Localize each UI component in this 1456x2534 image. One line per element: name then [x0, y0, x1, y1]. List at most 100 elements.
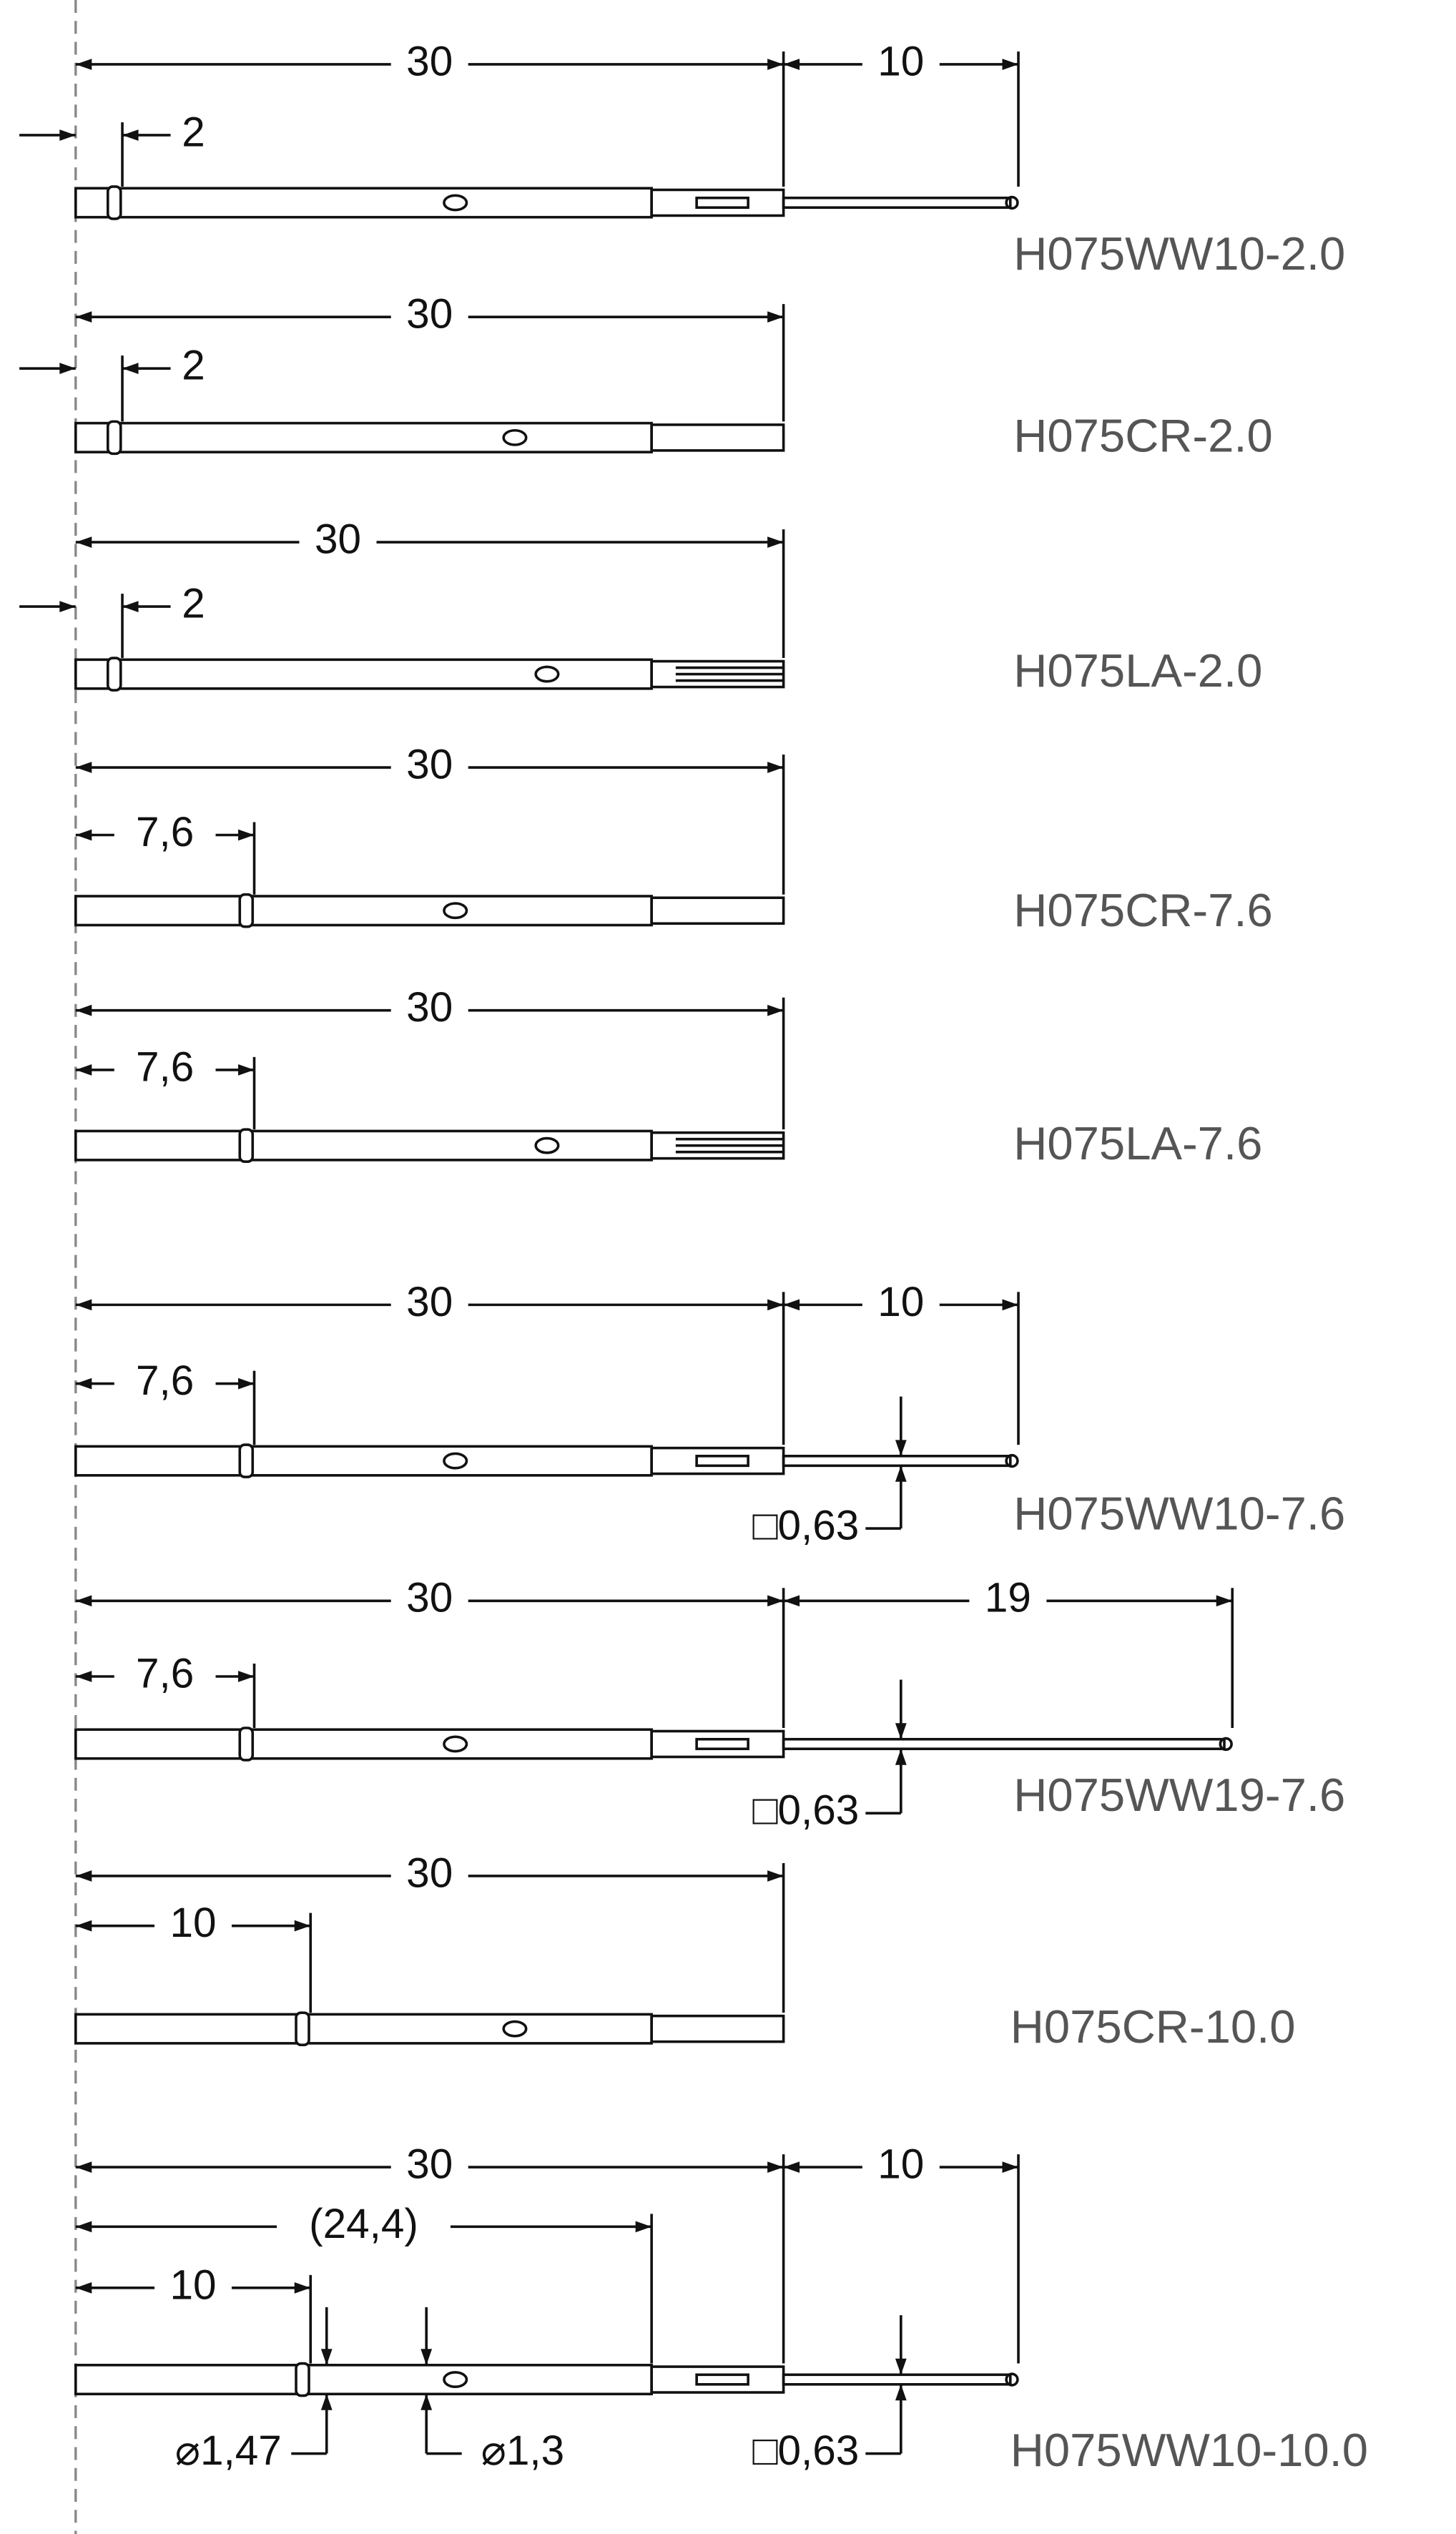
part-number: H075LA-7.6 — [1013, 1117, 1262, 1169]
arrowhead — [75, 1870, 92, 1882]
tail-tip — [1005, 2372, 1019, 2387]
dimension-text: 30 — [406, 2141, 453, 2188]
dimension-gap — [390, 2144, 468, 2190]
collar — [107, 185, 122, 220]
hole — [443, 1735, 468, 1753]
arrowhead — [75, 2282, 92, 2294]
arrowhead — [783, 1299, 800, 1311]
hole — [534, 1136, 560, 1154]
dimension-text: 30 — [406, 741, 453, 787]
dimension-gap — [299, 519, 377, 565]
arrowhead — [75, 1299, 92, 1311]
dimension-text: 30 — [406, 1575, 453, 1621]
arrowhead — [895, 1440, 907, 1456]
dimension-gap — [390, 1578, 468, 1624]
body — [74, 1445, 653, 1477]
wire-wrap-tail — [782, 1455, 1012, 1468]
dimension-gap — [114, 1047, 216, 1093]
front-barrel — [650, 2014, 785, 2043]
dimension-text: □0,63 — [752, 2427, 859, 2474]
dimension-gap — [390, 745, 468, 790]
wire-wrap-tail — [782, 196, 1012, 209]
arrowhead — [59, 363, 76, 375]
dimension-gap — [390, 1853, 468, 1899]
arrowhead — [294, 2282, 311, 2294]
dimension-text: ⌀1,3 — [481, 2427, 564, 2474]
part-number: H075LA-2.0 — [1013, 644, 1262, 697]
collar — [238, 1128, 255, 1163]
dimension-text: □0,63 — [752, 1503, 859, 1549]
body — [74, 187, 653, 219]
dimension-text: 30 — [406, 38, 453, 84]
dimension-text: 7,6 — [136, 1043, 194, 1090]
dimension-text: 10 — [877, 38, 924, 84]
arrowhead — [767, 536, 784, 548]
dimension-text: 30 — [406, 1850, 453, 1896]
body — [74, 1728, 653, 1760]
wire-wrap-tail — [782, 1737, 1226, 1751]
body — [74, 895, 653, 927]
arrowhead — [895, 1723, 907, 1739]
dimension-text: 10 — [877, 1279, 924, 1325]
arrowhead — [75, 311, 92, 323]
arrowhead — [767, 1870, 784, 1882]
dimension-gap — [862, 2144, 940, 2190]
collar — [295, 2362, 310, 2397]
dimension-gap — [154, 1903, 232, 1949]
collar — [238, 1443, 255, 1478]
dimension-text: 7,6 — [136, 1357, 194, 1404]
front-barrel — [650, 2365, 785, 2394]
arrowhead — [75, 1064, 92, 1076]
dimension-gap — [277, 2204, 451, 2249]
arrowhead — [75, 762, 92, 773]
arrowhead — [320, 2394, 333, 2410]
dimension-gap — [114, 1654, 216, 1699]
dimension-text: 10 — [877, 2141, 924, 2188]
dimension-text: 10 — [170, 2262, 217, 2308]
arrowhead — [59, 129, 76, 141]
arrowhead — [75, 59, 92, 70]
slot — [695, 196, 749, 209]
dimension-gap — [114, 1361, 216, 1407]
body — [74, 2364, 653, 2396]
part-number: H075WW19-7.6 — [1013, 1769, 1345, 1821]
arrowhead — [767, 762, 784, 773]
arrowhead — [75, 829, 92, 841]
part-number: H075WW10-7.6 — [1013, 1488, 1345, 1540]
arrowhead — [783, 59, 800, 70]
hole — [443, 902, 468, 920]
dimension-text: (24,4) — [309, 2201, 418, 2247]
arrowhead — [75, 1920, 92, 1932]
arrowhead — [1216, 1595, 1233, 1607]
body — [74, 2013, 653, 2045]
dimension-gap — [390, 1282, 468, 1327]
arrowhead — [895, 2358, 907, 2375]
collar — [107, 657, 122, 692]
arrowhead — [767, 1004, 784, 1016]
dimension-gap — [969, 1578, 1047, 1624]
arrowhead — [122, 601, 139, 612]
arrowhead — [420, 2349, 433, 2365]
arrowhead — [122, 363, 139, 375]
hole — [443, 1452, 468, 1470]
collar — [238, 893, 255, 928]
arrowhead — [783, 2161, 800, 2173]
dimension-text: 30 — [406, 984, 453, 1031]
arrowhead — [75, 1595, 92, 1607]
arrowhead — [767, 1299, 784, 1311]
collar — [107, 420, 122, 456]
arrowhead — [320, 2349, 333, 2365]
arrowhead — [75, 2161, 92, 2173]
dimension-text: 2 — [182, 343, 205, 389]
tail-tip — [1005, 195, 1019, 210]
dimension-gap — [154, 2265, 232, 2311]
arrowhead — [238, 1378, 255, 1390]
dimension-text: 2 — [182, 581, 205, 627]
part-number: H075CR-10.0 — [1010, 2000, 1296, 2053]
arrowhead — [75, 1004, 92, 1016]
slot — [695, 1455, 749, 1468]
body — [74, 1129, 653, 1162]
dimension-gap — [390, 294, 468, 340]
arrowhead — [238, 1064, 255, 1076]
